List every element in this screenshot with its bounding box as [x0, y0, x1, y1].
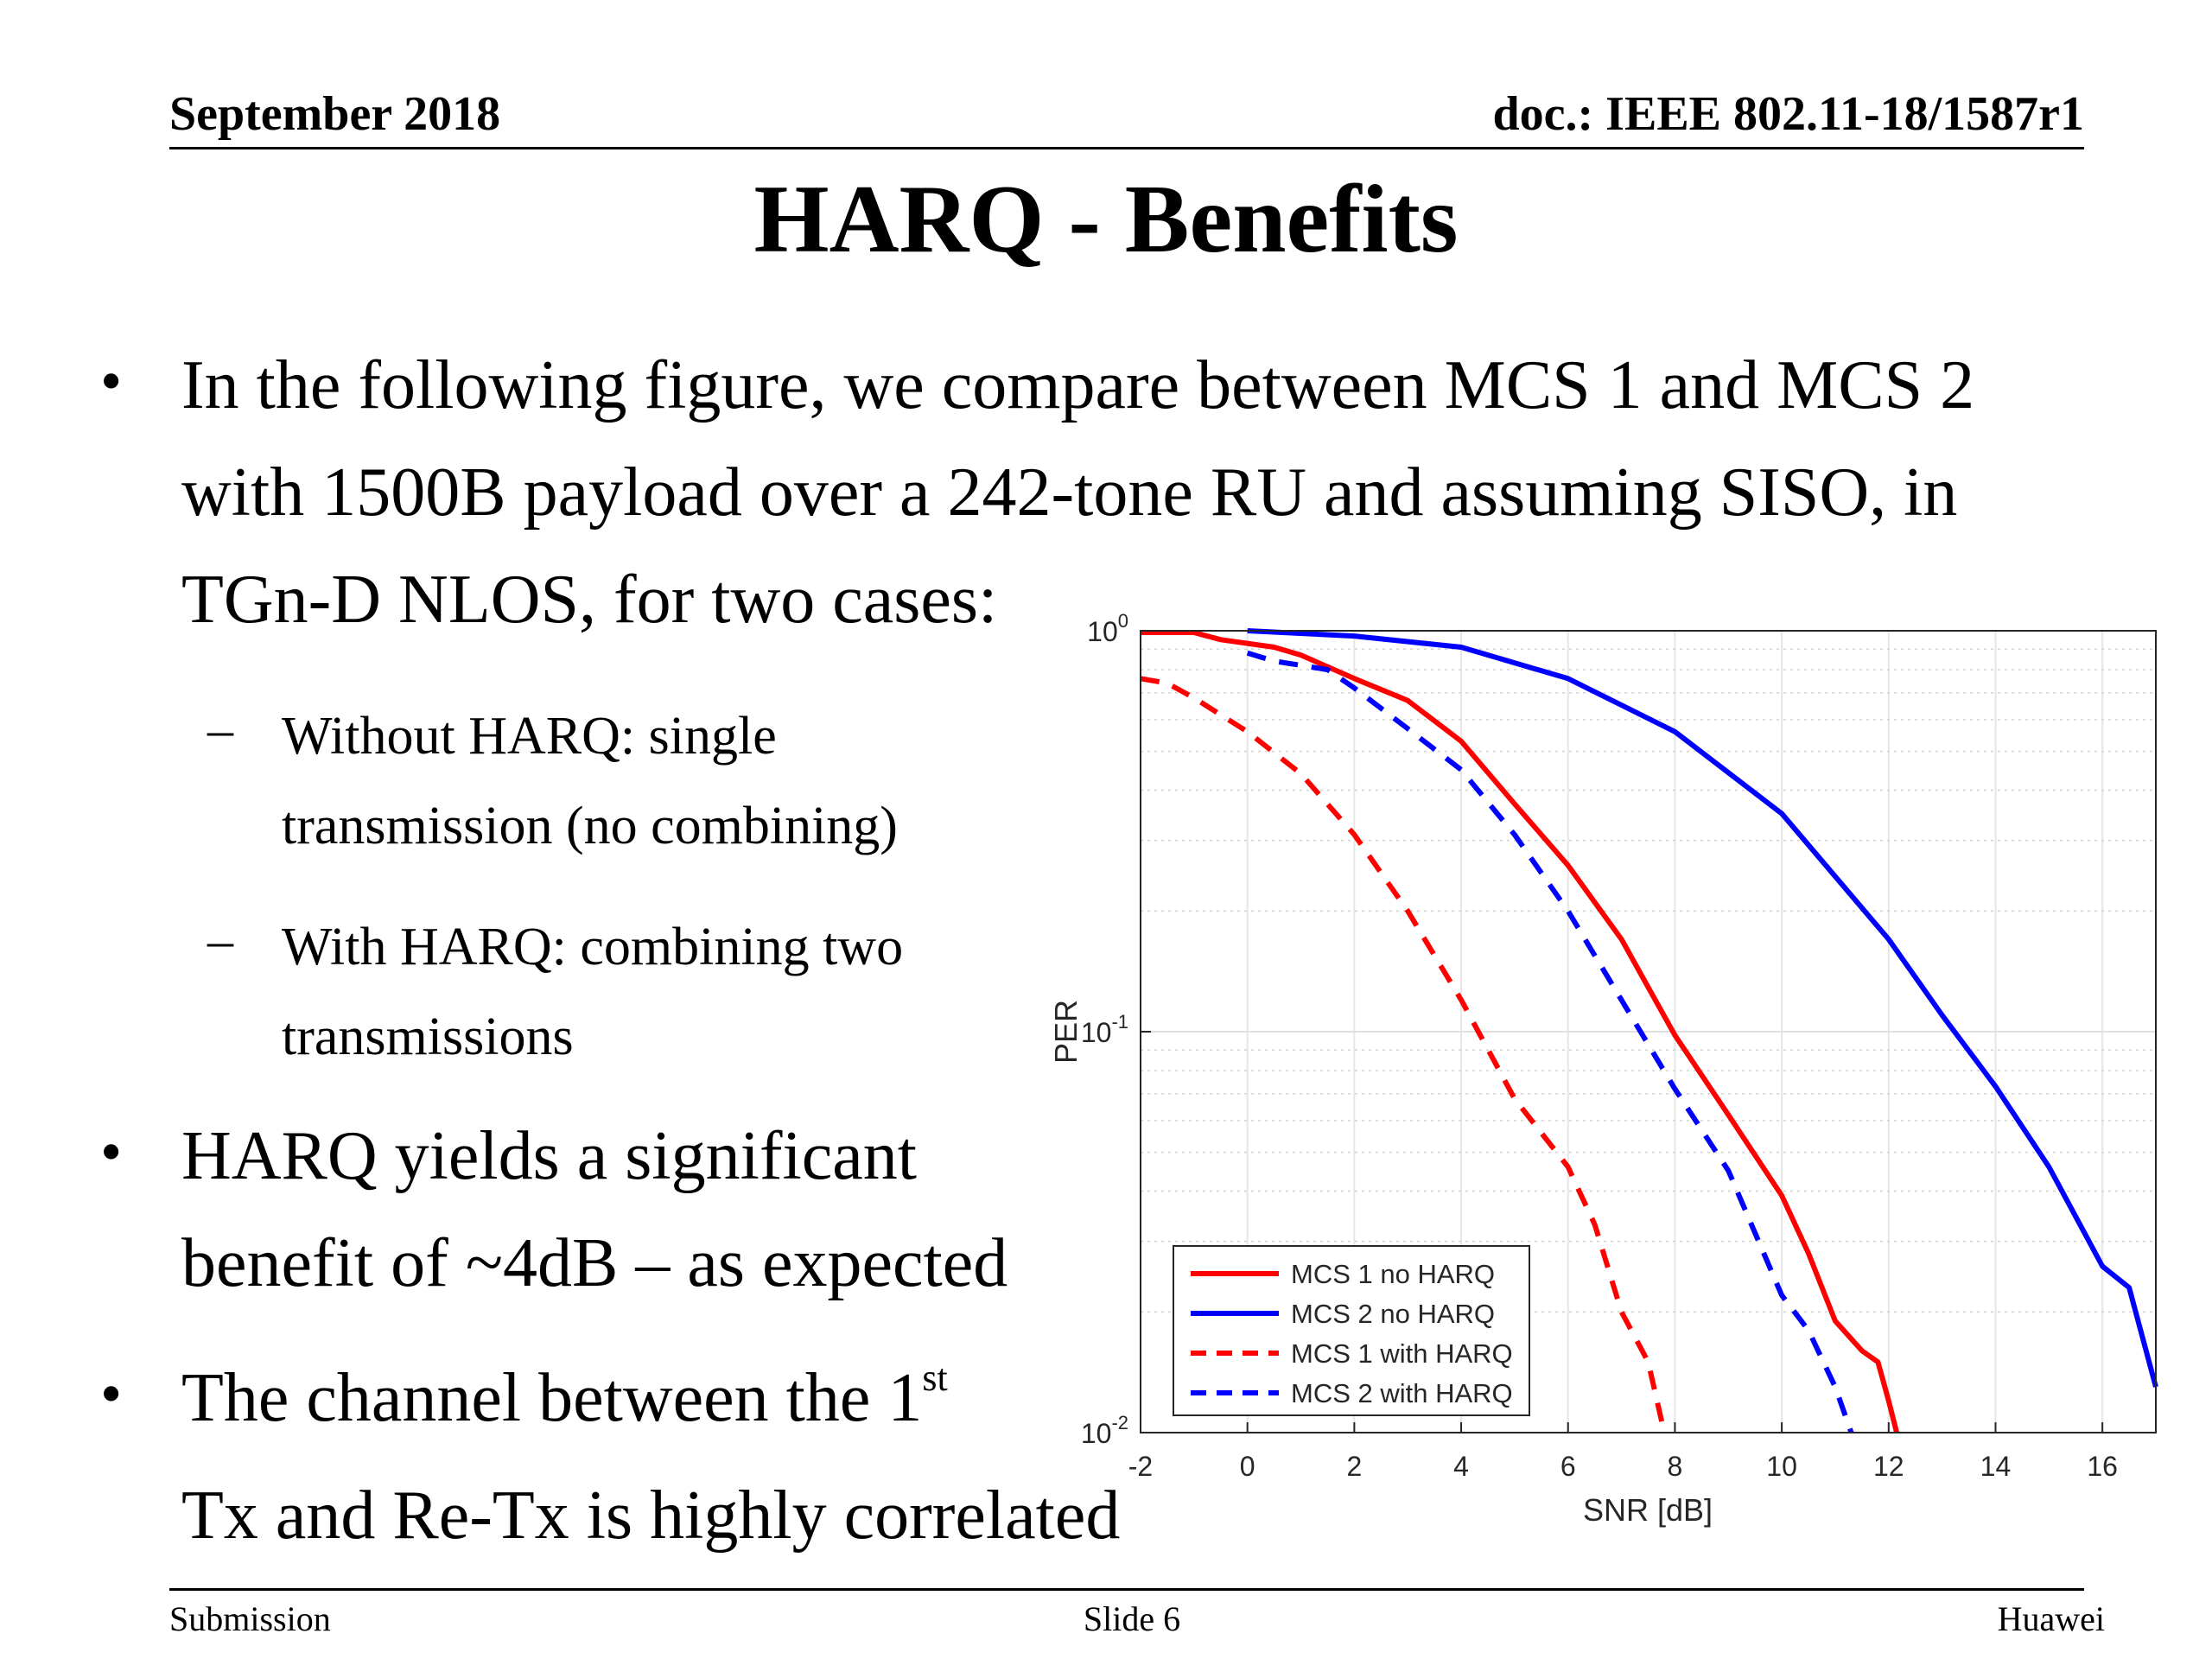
sub-bullet-line: With HARQ: combining two	[282, 918, 904, 976]
bullet-line: In the following figure, we compare betw…	[181, 347, 1975, 423]
series-line-mcs-1-no-harq	[1141, 630, 1900, 1433]
bullet-line: The channel between the 1st	[181, 1344, 1120, 1462]
bullet-line: with 1500B payload over a 242-tone RU an…	[181, 454, 1958, 531]
legend-label: MCS 1 no HARQ	[1291, 1259, 1495, 1289]
footer-divider	[169, 1588, 2084, 1591]
footer-submission: Submission	[169, 1599, 331, 1638]
header-doc-id: doc.: IEEE 802.11-18/1587r1	[1492, 87, 2084, 141]
x-tick-label: 0	[1240, 1451, 1255, 1482]
x-tick-label: 12	[1873, 1451, 1904, 1482]
sub-bullet-with-harq: With HARQ: combining two transmissions	[282, 902, 903, 1082]
x-tick-label: 10	[1766, 1451, 1797, 1482]
bullet-line: HARQ yields a significant	[181, 1118, 917, 1194]
series-lines	[1140, 628, 2158, 1433]
x-tick-label: 2	[1346, 1451, 1362, 1482]
legend-label: MCS 2 no HARQ	[1291, 1299, 1495, 1329]
sub-bullet-marker: –	[207, 912, 233, 969]
series-line-mcs-2-with-harq	[1246, 650, 1854, 1433]
bullet-marker: •	[100, 1117, 123, 1186]
bullet-line: benefit of ~4dB – as expected	[181, 1225, 1008, 1301]
x-axis-label: SNR [dB]	[1583, 1492, 1713, 1528]
sub-bullet-marker: –	[207, 701, 233, 758]
y-tick-label: 10-2	[1081, 1412, 1128, 1449]
bullet-text: The channel between the 1	[181, 1360, 923, 1436]
x-tick-label: -2	[1128, 1451, 1153, 1482]
y-axis-label: PER	[1048, 1000, 1084, 1064]
y-tick-label: 10-1	[1081, 1011, 1128, 1048]
x-tick-label: 6	[1560, 1451, 1576, 1482]
bullet-marker: •	[100, 346, 123, 416]
x-tick-label: 16	[2087, 1451, 2118, 1482]
bullet-compare: In the following figure, we compare betw…	[181, 332, 2203, 653]
sub-bullet-line: transmissions	[282, 1007, 574, 1066]
chart-legend: MCS 1 no HARQ MCS 2 no HARQ MCS 1 with HAR…	[1173, 1245, 1530, 1416]
series-line-mcs-2-no-harq	[1247, 628, 2158, 1388]
legend-box	[1173, 1245, 1530, 1416]
axis-ticks: -2 0 2 4 6 8 10 12 14 16 100 10-1 10-2	[1081, 610, 2118, 1482]
sub-bullet-without-harq: Without HARQ: single transmission (no co…	[282, 691, 898, 871]
ordinal-suffix: st	[922, 1356, 948, 1399]
y-tick-label: 100	[1087, 610, 1128, 647]
bullet-harq-benefit: HARQ yields a significant benefit of ~4d…	[181, 1103, 1007, 1317]
x-tick-label: 14	[1980, 1451, 2012, 1482]
header-divider	[169, 147, 2084, 149]
series-line-mcs-1-with-harq	[1140, 676, 1668, 1433]
slide-title: HARQ - Benefits	[753, 166, 1459, 273]
footer-company: Huawei	[1997, 1599, 2105, 1638]
footer-slide-number: Slide 6	[1083, 1599, 1181, 1638]
x-tick-label: 4	[1453, 1451, 1469, 1482]
bullet-channel-correlation: The channel between the 1st Tx and Re-Tx…	[181, 1344, 1120, 1569]
header-date: September 2018	[169, 87, 501, 141]
bullet-line: Tx and Re-Tx is highly correlated	[181, 1478, 1121, 1554]
sub-bullet-line: transmission (no combining)	[282, 797, 898, 855]
sub-bullet-line: Without HARQ: single	[282, 707, 777, 766]
legend-label: MCS 2 with HARQ	[1291, 1378, 1513, 1408]
bullet-marker: •	[100, 1359, 123, 1428]
bullet-line: TGn-D NLOS, for two cases:	[181, 562, 998, 638]
x-tick-label: 8	[1668, 1451, 1683, 1482]
legend-label: MCS 1 with HARQ	[1291, 1338, 1513, 1369]
